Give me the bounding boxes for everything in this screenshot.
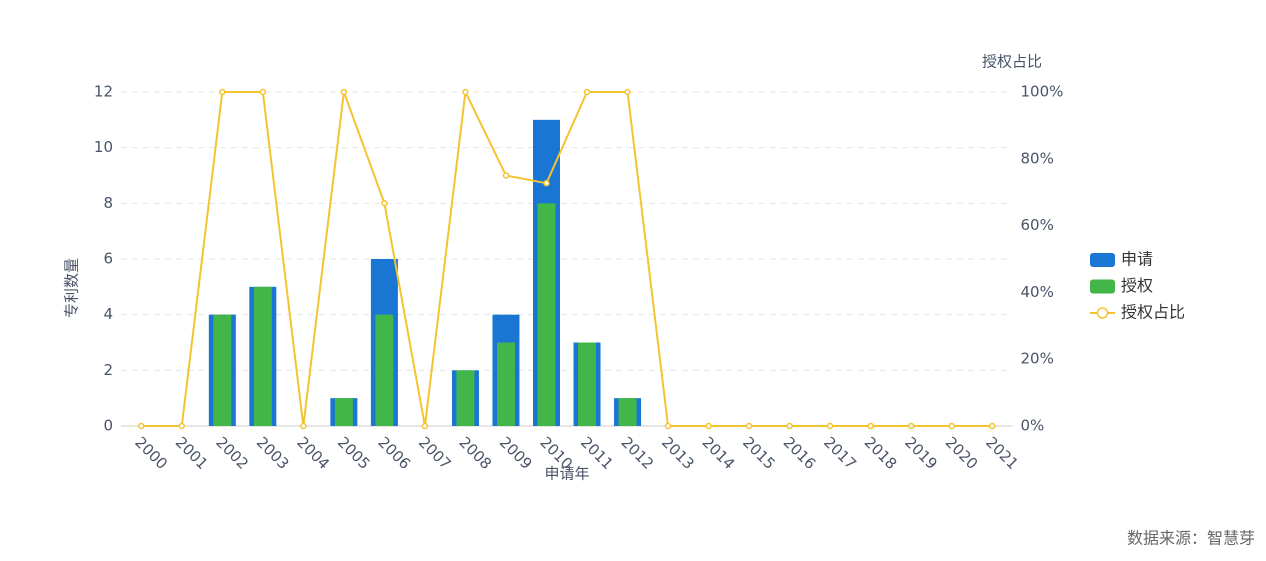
line-point [300, 422, 307, 430]
x-tick-label: 2001 [172, 433, 212, 473]
bar [334, 398, 353, 426]
legend-label: 授权占比 [1121, 303, 1185, 322]
y2-tick-label: 60% [1021, 216, 1054, 234]
line-point [381, 199, 388, 207]
legend-marker [1096, 307, 1109, 319]
line-point [421, 422, 429, 430]
line-point [462, 88, 469, 96]
legend-swatch [1090, 253, 1115, 267]
x-tick-label: 2012 [618, 433, 658, 473]
bar [496, 342, 515, 426]
x-tick-label: 2003 [253, 433, 293, 473]
bar [375, 314, 394, 426]
line-point [583, 88, 591, 96]
y-tick-label: 12 [94, 83, 113, 101]
y2-tick-label: 20% [1021, 350, 1054, 368]
x-tick-label: 2000 [131, 433, 171, 473]
x-tick-label: 2014 [699, 433, 739, 473]
line-point [907, 422, 915, 430]
x-tick-label: 2004 [293, 433, 333, 473]
bar [618, 398, 637, 426]
line-point [178, 422, 186, 430]
y2-axis-title: 授权占比 [982, 53, 1042, 71]
line-point [988, 422, 996, 430]
x-tick-label: 2017 [820, 433, 860, 473]
line-point [745, 422, 753, 430]
bar [537, 203, 556, 426]
line [141, 88, 993, 427]
x-tick-label: 2006 [374, 433, 414, 473]
y-tick-label: 2 [103, 361, 113, 379]
y-tick-label: 8 [103, 194, 113, 212]
x-tick-label: 2018 [861, 433, 901, 473]
y-axis-title: 专利数量 [63, 258, 81, 318]
x-axis-title: 申请年 [544, 465, 589, 483]
line-point [867, 422, 874, 430]
x-tick-label: 2016 [780, 433, 820, 473]
x-tick-label: 2015 [739, 433, 779, 473]
line-point [340, 88, 348, 96]
y2-tick-label: 40% [1021, 283, 1054, 301]
legend-swatch [1090, 279, 1115, 294]
line-point [624, 88, 631, 96]
x-tick-label: 2020 [942, 433, 982, 473]
y-tick-label: 0 [103, 417, 113, 435]
y-tick-label: 10 [94, 138, 113, 156]
x-tick-label: 2019 [901, 433, 941, 473]
line-point [948, 422, 955, 430]
line-point [664, 422, 672, 430]
legend-label: 申请 [1121, 250, 1153, 269]
bar [253, 286, 272, 426]
bar [213, 314, 232, 426]
x-tick-label: 2002 [212, 433, 252, 473]
y2-tick-label: 100% [1021, 83, 1064, 101]
line-point [138, 422, 145, 430]
x-tick-label: 2007 [415, 433, 455, 473]
y2-tick-label: 0% [1021, 417, 1045, 435]
line-point [502, 172, 510, 179]
legend-label: 授权 [1121, 276, 1153, 295]
bar [456, 370, 475, 426]
y-tick-label: 6 [103, 250, 113, 268]
line-point [826, 422, 834, 430]
y-tick-label: 4 [103, 305, 113, 323]
x-tick-label: 2013 [658, 433, 698, 473]
line-point [543, 179, 550, 187]
line-point [259, 88, 267, 96]
line-point [786, 422, 793, 430]
line-point [705, 422, 712, 430]
x-tick-label: 2008 [455, 433, 495, 473]
y2-tick-label: 80% [1021, 149, 1054, 167]
x-tick-label: 2009 [496, 433, 536, 473]
x-tick-label: 2021 [982, 433, 1022, 473]
x-tick-label: 2005 [334, 433, 374, 473]
source: 数据来源：智慧芽 [1127, 529, 1255, 548]
bar [578, 342, 597, 426]
line-point [219, 88, 226, 96]
